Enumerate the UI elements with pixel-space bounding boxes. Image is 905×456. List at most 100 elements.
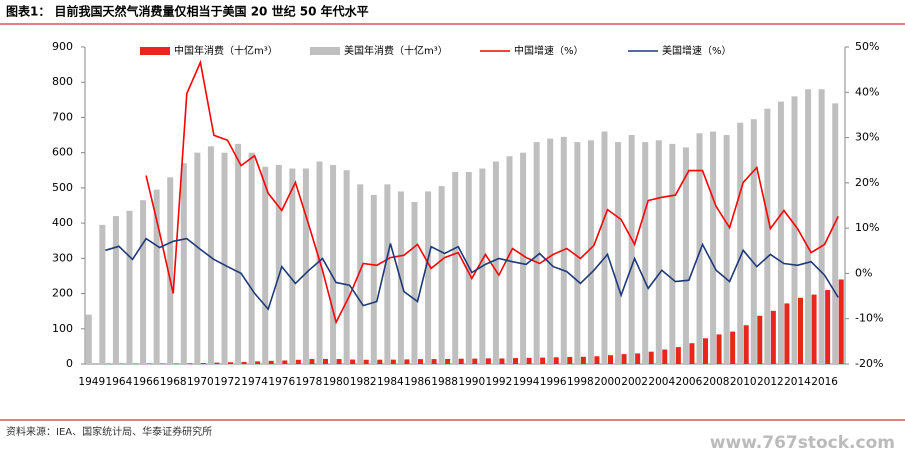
- bar: [485, 358, 491, 364]
- bar: [248, 152, 255, 364]
- x-tick-label: 1992: [486, 376, 513, 388]
- bar: [791, 96, 798, 365]
- bar: [343, 170, 350, 364]
- bar: [743, 325, 749, 364]
- bar: [384, 184, 391, 364]
- bar: [173, 363, 179, 364]
- bar: [214, 362, 220, 364]
- bar: [370, 194, 377, 364]
- bar: [513, 358, 518, 364]
- bar: [282, 360, 288, 364]
- bar: [669, 143, 676, 364]
- bar: [818, 89, 825, 365]
- y-tick-label: 600: [52, 146, 73, 159]
- x-tick-label: 1982: [350, 376, 377, 388]
- bar: [140, 200, 147, 364]
- bar: [723, 135, 730, 364]
- x-tick-label: 1968: [160, 376, 187, 388]
- line-series: [105, 237, 839, 311]
- legend-swatch: [310, 47, 340, 55]
- bar: [425, 191, 432, 364]
- bar: [621, 354, 627, 364]
- y2-tick-label: 10%: [855, 221, 879, 234]
- bar: [404, 359, 410, 364]
- y2-tick-label: -20%: [855, 357, 883, 370]
- bar: [323, 358, 328, 364]
- bar: [520, 152, 527, 364]
- bar: [180, 163, 187, 364]
- bar: [445, 358, 451, 364]
- x-tick-label: 2002: [621, 376, 648, 388]
- y-tick-label: 900: [52, 40, 73, 53]
- bar: [567, 356, 573, 364]
- x-tick-label: 2016: [811, 376, 838, 388]
- bar: [167, 177, 174, 364]
- x-tick-label: 1964: [106, 376, 133, 388]
- legend-label: 中国年消费（十亿m³）: [174, 44, 278, 57]
- bar: [411, 201, 418, 364]
- bar: [126, 210, 133, 364]
- bar: [682, 147, 689, 364]
- bar: [675, 347, 681, 364]
- bar: [798, 297, 803, 364]
- x-tick-label: 1996: [540, 376, 567, 388]
- bar: [574, 142, 581, 364]
- y2-tick-label: -10%: [855, 312, 883, 325]
- bar: [642, 142, 649, 364]
- source-note: 资料来源：IEA、国家统计局、华泰证券研究所: [6, 425, 212, 438]
- bar: [492, 161, 499, 364]
- x-tick-label: 2000: [594, 376, 621, 388]
- bar: [540, 357, 546, 364]
- chart-title: 图表1： 目前我国天然气消费量仅相当于美国 20 世纪 50 年代水平: [6, 4, 369, 19]
- bar: [452, 172, 459, 364]
- bar: [648, 351, 654, 364]
- x-tick-label: 1988: [431, 376, 458, 388]
- x-tick-label: 2008: [703, 376, 730, 388]
- bar: [194, 152, 201, 364]
- bar: [336, 359, 342, 364]
- bar: [289, 168, 296, 364]
- y-tick-label: 300: [52, 251, 73, 264]
- y-tick-label: 200: [52, 287, 73, 300]
- bar: [302, 168, 309, 364]
- x-tick-label: 2006: [676, 376, 703, 388]
- bar: [805, 89, 812, 365]
- bar: [438, 186, 445, 364]
- x-tick-label: 2010: [730, 376, 757, 388]
- x-tick-label: 1994: [513, 376, 540, 388]
- bar: [703, 338, 708, 364]
- bar: [580, 356, 586, 364]
- y-tick-label: 800: [52, 75, 73, 88]
- bar: [784, 303, 790, 364]
- bar: [431, 359, 437, 364]
- bar: [200, 362, 206, 364]
- bar: [357, 184, 364, 364]
- bar: [662, 349, 668, 364]
- bar: [553, 357, 559, 364]
- bar: [615, 142, 622, 364]
- bar: [275, 164, 282, 364]
- bar: [146, 363, 152, 364]
- bar: [825, 290, 831, 364]
- bar: [594, 356, 600, 364]
- x-tick-label: 1986: [404, 376, 431, 388]
- x-tick-label: 1978: [296, 376, 323, 388]
- bar: [506, 156, 513, 364]
- y-tick-label: 100: [52, 322, 73, 335]
- bar: [757, 315, 763, 364]
- y2-tick-label: 50%: [855, 40, 879, 53]
- x-tick-label: 2014: [784, 376, 811, 388]
- y2-tick-label: 20%: [855, 176, 879, 189]
- bar: [764, 108, 771, 364]
- legend-swatch: [140, 47, 170, 55]
- x-tick-label: 1966: [133, 376, 160, 388]
- bar: [207, 146, 214, 364]
- bar: [696, 133, 703, 364]
- x-tick-label: 1998: [567, 376, 594, 388]
- bar: [112, 216, 119, 364]
- bar: [770, 310, 776, 364]
- bar: [655, 140, 662, 364]
- x-tick-label: 1972: [214, 376, 241, 388]
- watermark: www.767stock.com: [710, 433, 895, 453]
